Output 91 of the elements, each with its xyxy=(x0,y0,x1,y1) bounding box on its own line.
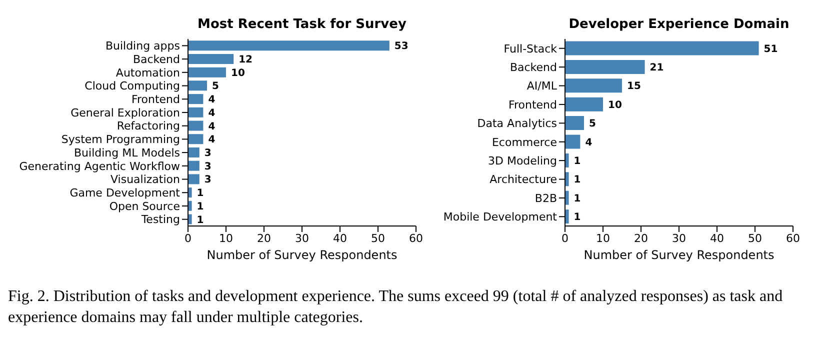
data-label: 4 xyxy=(208,108,216,119)
data-label: 4 xyxy=(208,121,216,132)
y-tick-label: Open Source xyxy=(109,200,180,213)
data-label: 1 xyxy=(574,212,581,224)
bar xyxy=(565,97,603,112)
bar xyxy=(188,107,204,118)
x-tick-label: 60 xyxy=(409,232,423,245)
data-label: 21 xyxy=(650,62,664,74)
x-tick-label: 0 xyxy=(184,232,192,245)
y-tick-label: Architecture xyxy=(490,173,558,186)
y-tick-label: Frontend xyxy=(508,98,557,112)
chart-title: Most Recent Task for Survey xyxy=(196,16,408,34)
data-label: 1 xyxy=(574,156,581,167)
y-tick-label: Cloud Computing xyxy=(84,80,180,93)
caption: Fig. 2. Distribution of tasks and development experience. The sums exceed 99 (total # of analyzed responses) as task and experience domains may fall under multiple categories. xyxy=(8,287,784,328)
data-label: 10 xyxy=(608,100,622,111)
x-tick-label: 30 xyxy=(672,232,686,245)
data-label: 1 xyxy=(574,174,581,186)
bar xyxy=(565,41,759,56)
y-tick-label: Building apps xyxy=(105,40,180,53)
y-tick-label: Testing xyxy=(140,213,180,226)
bar xyxy=(565,153,569,168)
bar xyxy=(188,54,234,64)
data-label: 3 xyxy=(204,161,212,172)
data-label: 10 xyxy=(231,68,245,79)
x-tick-label: 30 xyxy=(295,232,309,245)
y-tick-label: Generating Agentic Workflow xyxy=(19,160,180,173)
x-tick-label: 20 xyxy=(634,232,648,245)
y-tick-label: System Programming xyxy=(61,133,180,146)
bar xyxy=(565,134,580,149)
y-tick-label: Backend xyxy=(510,60,557,74)
bar xyxy=(188,188,192,198)
x-tick-label: 50 xyxy=(371,232,385,245)
bar xyxy=(188,134,204,144)
y-tick-label: B2B xyxy=(534,192,557,205)
data-label: 1 xyxy=(196,201,204,212)
bar xyxy=(188,94,204,104)
x-tick-label: 10 xyxy=(219,232,233,245)
bar xyxy=(565,190,569,205)
data-label: 5 xyxy=(212,81,219,92)
bar xyxy=(565,210,569,224)
bar xyxy=(565,172,569,186)
y-tick-label: General Exploration xyxy=(70,106,180,120)
bar xyxy=(188,174,200,184)
data-label: 15 xyxy=(627,81,641,92)
x-tick-label: 40 xyxy=(710,232,724,245)
y-tick-label: Frontend xyxy=(131,93,180,106)
bar xyxy=(565,116,584,130)
x-axis-title: Number of Survey Respondents xyxy=(206,248,398,262)
data-label: 12 xyxy=(238,54,253,66)
bar xyxy=(565,78,622,93)
data-label: 4 xyxy=(208,134,216,146)
y-tick-label: Full-Stack xyxy=(504,42,558,56)
bar xyxy=(188,200,192,211)
bar xyxy=(188,147,200,158)
bar xyxy=(188,67,226,78)
y-tick-label: Mobile Development xyxy=(443,210,558,224)
bar xyxy=(188,80,207,91)
x-tick-label: 20 xyxy=(257,232,271,245)
x-tick-label: 10 xyxy=(596,232,610,245)
data-label: 3 xyxy=(204,148,212,160)
y-tick-label: Backend xyxy=(132,52,180,66)
x-tick-label: 40 xyxy=(333,232,347,245)
x-tick-label: 60 xyxy=(786,232,800,245)
data-label: 51 xyxy=(764,44,778,55)
bar xyxy=(188,40,390,51)
bar xyxy=(565,60,645,74)
x-axis-title: Number of Survey Respondents xyxy=(582,248,776,262)
y-tick-label: 3D Modeling xyxy=(488,154,557,168)
y-tick-label: AI/ML xyxy=(526,80,558,93)
bar xyxy=(188,160,200,171)
data-label: 3 xyxy=(204,174,212,186)
y-tick-label: Data Analytics xyxy=(477,117,558,130)
data-label: 4 xyxy=(208,94,216,106)
y-tick-label: Ecommerce xyxy=(492,136,558,149)
y-tick-label: Building ML Models xyxy=(74,146,180,160)
x-tick-label: 0 xyxy=(562,232,568,245)
chart-title: Developer Experience Domain xyxy=(568,16,790,34)
data-label: 53 xyxy=(394,41,408,52)
x-tick-label: 50 xyxy=(748,232,762,245)
y-tick-label: Game Development xyxy=(70,186,181,200)
y-tick-label: Automation xyxy=(116,66,180,80)
data-label: 1 xyxy=(196,188,204,200)
bar xyxy=(188,214,192,224)
data-label: 5 xyxy=(589,118,596,130)
y-tick-label: Refactoring xyxy=(116,120,180,133)
data-label: 1 xyxy=(574,193,581,204)
data-label: 1 xyxy=(196,214,204,226)
bar xyxy=(188,120,204,131)
y-tick-label: Visualization xyxy=(110,173,180,186)
data-label: 4 xyxy=(585,137,592,148)
